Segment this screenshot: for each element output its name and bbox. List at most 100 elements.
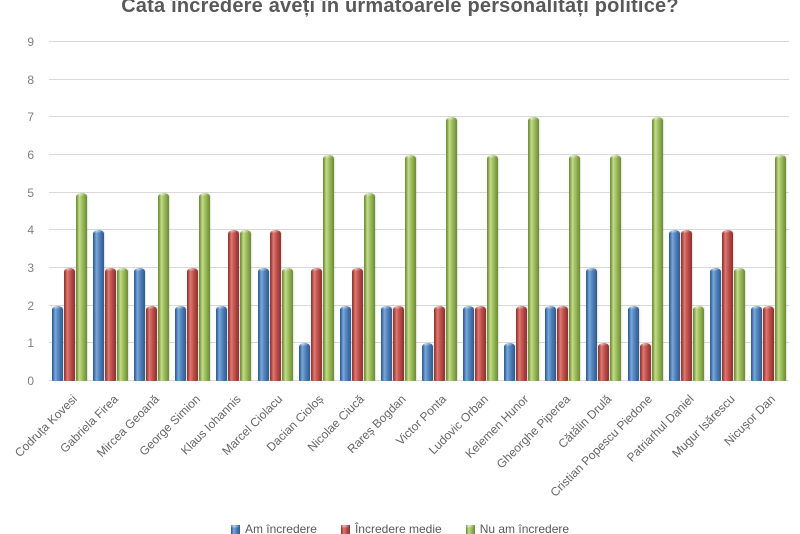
y-axis-tick-label: 9: [27, 35, 34, 49]
bar-series-2: [404, 155, 416, 381]
bar-series-2: [76, 192, 88, 381]
bar-series-0: [422, 343, 434, 381]
gridline: [49, 154, 789, 155]
bar-series-1: [310, 268, 322, 381]
bar-series-0: [709, 268, 721, 381]
legend-item: Încredere medie: [340, 522, 442, 534]
y-axis-tick-label: 8: [27, 72, 34, 87]
bar-series-0: [380, 305, 392, 381]
bar-series-0: [627, 305, 639, 381]
bar-series-2: [733, 268, 745, 381]
gridline: [49, 41, 789, 42]
plot-area: [49, 41, 789, 381]
bar-group: [542, 42, 583, 381]
bar-series-2: [528, 117, 540, 381]
bar-group: [131, 42, 172, 381]
bar-group: [255, 42, 296, 381]
gridline: [49, 342, 789, 344]
bar-series-2: [199, 192, 211, 381]
bar-series-1: [475, 305, 487, 381]
bar-series-1: [64, 268, 76, 381]
bar-series-0: [216, 305, 228, 381]
bar-series-2: [610, 155, 622, 381]
y-axis-tick-label: 2: [27, 298, 34, 313]
bar-series-2: [651, 117, 663, 381]
bar-series-0: [750, 305, 762, 381]
legend-swatch: [230, 524, 240, 534]
gridline: [49, 304, 789, 306]
bar-series-2: [322, 155, 334, 381]
gridline: [49, 116, 789, 118]
bar-group: [90, 42, 131, 381]
bar-group: [337, 42, 378, 381]
bar-group: [419, 42, 460, 381]
bar-group: [707, 42, 748, 381]
y-axis-tick-label: 0: [27, 374, 34, 388]
bar-series-2: [446, 117, 458, 381]
bar-series-0: [175, 305, 187, 381]
y-axis-tick-label: 7: [27, 110, 34, 125]
legend-item: Am încredere: [230, 522, 317, 534]
gridline: [49, 380, 789, 381]
bar-group: [213, 42, 254, 381]
bar-group: [378, 42, 419, 381]
y-axis-tick-label: 5: [27, 185, 34, 200]
bar-series-0: [463, 305, 475, 381]
bar-series-2: [117, 268, 129, 381]
gridline: [49, 229, 789, 231]
bar-series-1: [434, 305, 446, 381]
bar-series-0: [668, 230, 680, 381]
bar-series-1: [187, 268, 199, 381]
bar-series-2: [487, 155, 499, 381]
bar-group: [460, 42, 501, 381]
bar-series-2: [240, 230, 252, 381]
bar-series-0: [134, 268, 146, 381]
bar-series-2: [692, 305, 704, 381]
bar-series-1: [146, 305, 158, 381]
bar-series-0: [504, 343, 516, 381]
bar-series-0: [298, 343, 310, 381]
bar-group: [296, 42, 337, 381]
bar-series-1: [516, 305, 528, 381]
y-axis-tick-label: 6: [27, 148, 34, 162]
bar-series-0: [586, 268, 598, 381]
x-axis-label: Gheorghe Piperea: [493, 392, 573, 472]
bar-series-1: [598, 343, 610, 381]
bar-series-1: [351, 268, 363, 381]
legend-label: Am încredere: [244, 522, 317, 534]
bar-group: [172, 42, 213, 381]
bar-series-1: [392, 305, 404, 381]
bar-groups: [49, 42, 789, 381]
y-axis-tick-label: 4: [27, 223, 34, 238]
bar-series-0: [545, 305, 557, 381]
bar-group: [583, 42, 624, 381]
legend-label: Încredere medie: [354, 522, 442, 534]
bar-series-0: [52, 305, 64, 381]
bar-series-1: [762, 305, 774, 381]
x-axis: Codruța Kovesi Gabriela Firea Mircea Geoan…: [12, 387, 789, 517]
gridline: [49, 191, 789, 193]
bar-series-1: [557, 305, 569, 381]
bar-series-2: [363, 192, 375, 381]
legend: Am încredere Încredere medie Nu am încrede…: [0, 522, 800, 534]
y-axis-tick-label: 1: [27, 336, 34, 351]
bar-group: [501, 42, 542, 381]
y-axis-tick-label: 3: [27, 261, 34, 275]
bar-series-2: [158, 192, 170, 381]
y-axis: 0 1 2 3 4 5 6 7 8 9: [0, 35, 42, 388]
bar-series-1: [639, 343, 651, 381]
bar-series-1: [269, 230, 281, 381]
bar-series-2: [569, 155, 581, 381]
bar-series-2: [774, 155, 786, 381]
gridline: [49, 78, 789, 80]
bar-series-1: [105, 268, 117, 381]
bar-group: [748, 42, 789, 381]
bar-group: [625, 42, 666, 381]
legend-item: Nu am încredere: [465, 522, 569, 534]
bar-series-1: [721, 230, 733, 381]
bar-series-0: [257, 268, 269, 381]
bar-series-0: [339, 305, 351, 381]
legend-swatch: [340, 524, 350, 534]
bar-group: [49, 42, 90, 381]
bar-group: [666, 42, 707, 381]
